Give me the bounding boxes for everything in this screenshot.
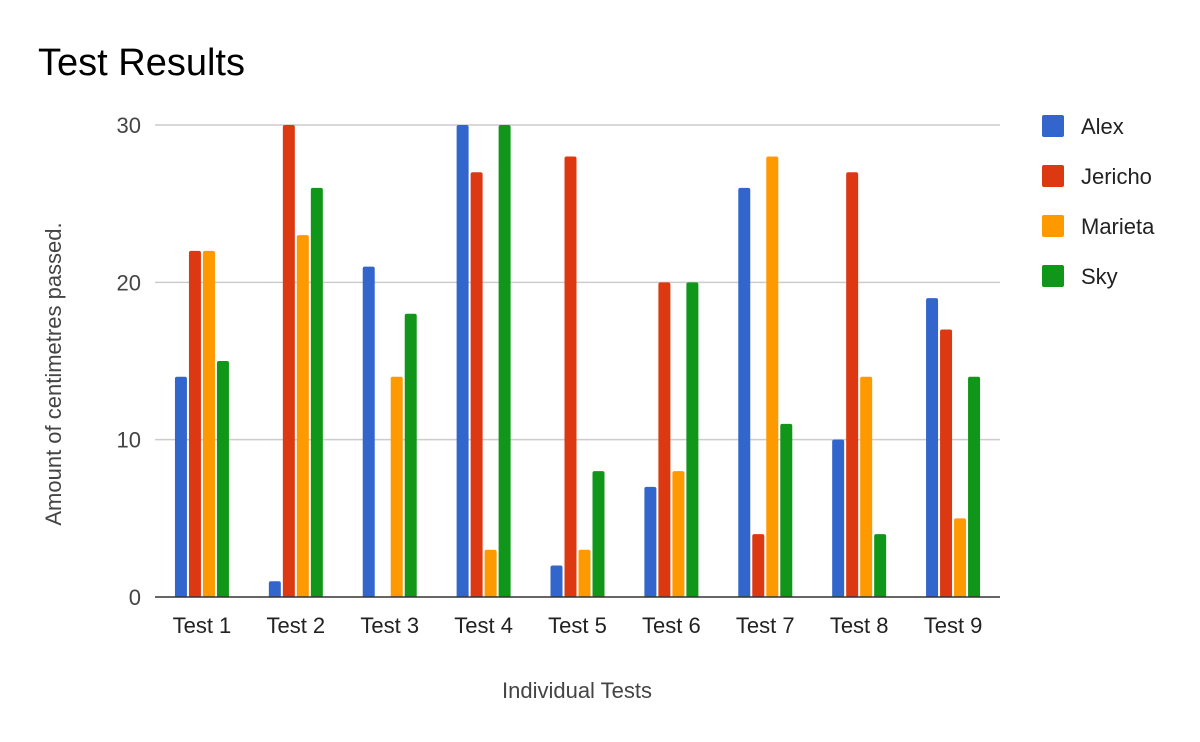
bar [686,282,699,597]
chart-title: Test Results [38,42,245,84]
bar [470,172,483,597]
bar [672,471,685,597]
bar [484,549,497,597]
bar [860,376,873,597]
bar [738,187,751,597]
x-tick-label: Test 6 [642,613,701,638]
bar [578,549,591,597]
legend-label: Marieta [1081,214,1155,239]
x-tick-label: Test 7 [736,613,795,638]
x-tick-label: Test 2 [266,613,325,638]
bar [268,581,281,597]
bar [310,187,323,597]
bar [550,565,563,597]
y-axis-ticks: 0 10 20 30 [117,113,141,610]
legend-swatch [1042,265,1064,287]
legend-swatch [1042,215,1064,237]
bar [846,172,859,597]
y-tick-label: 10 [117,428,141,453]
y-tick-label: 20 [117,270,141,295]
gridlines [155,124,1000,441]
bar [752,534,765,597]
bar [282,125,295,597]
bar [188,250,201,597]
legend-label: Jericho [1081,164,1152,189]
x-tick-label: Test 3 [360,613,419,638]
bar [832,439,845,597]
x-axis-title: Individual Tests [502,678,652,703]
legend-label: Alex [1081,114,1124,139]
bar [926,298,939,597]
bar [954,518,967,597]
y-tick-label: 30 [117,113,141,138]
bar [296,235,309,597]
bar [874,534,887,597]
bar [404,313,417,597]
x-tick-label: Test 5 [548,613,607,638]
bar [658,282,671,597]
x-tick-label: Test 8 [830,613,889,638]
bars [174,125,981,597]
bar [362,266,375,597]
bar [174,376,187,597]
legend-swatch [1042,115,1064,137]
bar [644,486,657,597]
x-tick-label: Test 4 [454,613,513,638]
bar [766,156,779,597]
legend: Alex Jericho Marieta Sky [1042,114,1155,289]
bar [940,329,953,597]
bar [216,361,229,597]
bar [968,376,981,597]
legend-swatch [1042,165,1064,187]
bar [564,156,577,597]
y-tick-label: 0 [129,585,141,610]
legend-label: Sky [1081,264,1118,289]
bar [592,471,605,597]
bar [202,250,215,597]
bar [780,423,793,597]
x-axis-ticks: Test 1 Test 2 Test 3 Test 4 Test 5 Test 6 Test… [173,613,983,638]
bar [456,125,469,597]
x-tick-label: Test 9 [924,613,983,638]
bar [498,125,511,597]
bar [390,376,403,597]
x-tick-label: Test 1 [173,613,232,638]
y-axis-title: Amount of centimetres passed. [41,222,66,525]
